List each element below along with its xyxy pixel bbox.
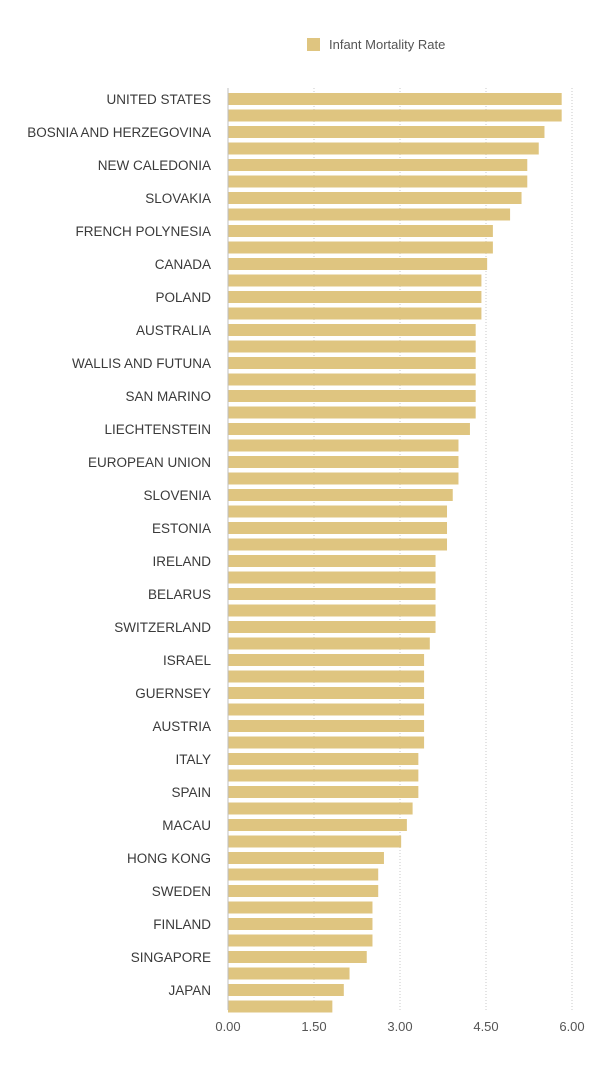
- bar: [228, 439, 459, 452]
- category-label: GUERNSEY: [135, 686, 211, 701]
- bar: [228, 307, 482, 320]
- category-label: LIECHTENSTEIN: [104, 422, 211, 437]
- category-label: MACAU: [162, 818, 211, 833]
- x-tick-label: 4.50: [473, 1019, 498, 1034]
- bar: [228, 934, 373, 947]
- bar: [228, 406, 476, 419]
- category-label: WALLIS AND FUTUNA: [72, 356, 211, 371]
- category-label: SAN MARINO: [125, 389, 211, 404]
- bar: [228, 588, 436, 600]
- bar: [228, 621, 436, 633]
- bar: [228, 340, 476, 353]
- bar: [228, 423, 470, 435]
- category-label: SINGAPORE: [131, 950, 211, 965]
- category-label: FRENCH POLYNESIA: [75, 224, 211, 239]
- bar: [228, 984, 344, 996]
- bar: [228, 538, 448, 551]
- category-label: NEW CALEDONIA: [98, 158, 211, 173]
- category-label: ESTONIA: [152, 521, 211, 536]
- category-label: AUSTRIA: [152, 719, 211, 734]
- legend-label: Infant Mortality Rate: [329, 37, 446, 52]
- bar: [228, 885, 379, 897]
- category-label: AUSTRALIA: [136, 323, 211, 338]
- bar: [228, 456, 459, 468]
- category-label: POLAND: [155, 290, 211, 305]
- bar: [228, 802, 413, 815]
- bar: [228, 654, 425, 666]
- bar: [228, 505, 448, 518]
- category-label: SLOVAKIA: [145, 191, 211, 206]
- bar: [228, 720, 425, 732]
- category-label: SLOVENIA: [143, 488, 211, 503]
- bar: [228, 703, 425, 716]
- x-tick-label: 6.00: [559, 1019, 584, 1034]
- bar: [228, 489, 453, 501]
- bar: [228, 604, 436, 617]
- bar: [228, 373, 476, 386]
- bar: [228, 192, 522, 204]
- category-label: ITALY: [175, 752, 211, 767]
- bar: [228, 258, 488, 270]
- bar: [228, 753, 419, 765]
- category-label: ISRAEL: [163, 653, 212, 668]
- bar: [228, 555, 436, 567]
- bar: [228, 274, 482, 287]
- bar: [228, 175, 528, 188]
- bar: [228, 522, 448, 534]
- bar: [228, 225, 493, 237]
- bar: [228, 142, 539, 155]
- category-label: SWEDEN: [152, 884, 211, 899]
- bar: [228, 324, 476, 336]
- bar: [228, 159, 528, 171]
- bar: [228, 670, 425, 683]
- x-tick-label: 3.00: [387, 1019, 412, 1034]
- bar: [228, 852, 384, 864]
- chart-legend: Infant Mortality Rate: [307, 37, 445, 52]
- bar: [228, 951, 367, 963]
- bar: [228, 1000, 333, 1013]
- bar: [228, 241, 493, 254]
- bar: [228, 769, 419, 782]
- bar: [228, 868, 379, 881]
- bar: [228, 786, 419, 798]
- bar: [228, 571, 436, 584]
- bar: [228, 819, 407, 831]
- bar: [228, 901, 373, 914]
- bar: [228, 472, 459, 485]
- x-tick-label: 1.50: [301, 1019, 326, 1034]
- bar: [228, 357, 476, 369]
- category-label: UNITED STATES: [106, 92, 211, 107]
- bar: [228, 93, 562, 105]
- legend-swatch: [307, 38, 320, 51]
- category-label: FINLAND: [153, 917, 211, 932]
- bar: [228, 291, 482, 303]
- x-tick-label: 0.00: [215, 1019, 240, 1034]
- category-label: BELARUS: [148, 587, 211, 602]
- category-label: CANADA: [155, 257, 211, 272]
- category-label: SPAIN: [171, 785, 211, 800]
- category-label: BOSNIA AND HERZEGOVINA: [27, 125, 211, 140]
- bar: [228, 390, 476, 402]
- bar: [228, 835, 402, 848]
- bar: [228, 918, 373, 930]
- category-label: HONG KONG: [127, 851, 211, 866]
- bar: [228, 208, 511, 221]
- bar: [228, 967, 350, 980]
- category-label: JAPAN: [168, 983, 211, 998]
- bar: [228, 109, 562, 122]
- bar: [228, 736, 425, 749]
- bar: [228, 687, 425, 699]
- bar: [228, 637, 430, 650]
- category-label: EUROPEAN UNION: [88, 455, 211, 470]
- bar: [228, 126, 545, 138]
- category-label: SWITZERLAND: [114, 620, 211, 635]
- category-label: IRELAND: [152, 554, 211, 569]
